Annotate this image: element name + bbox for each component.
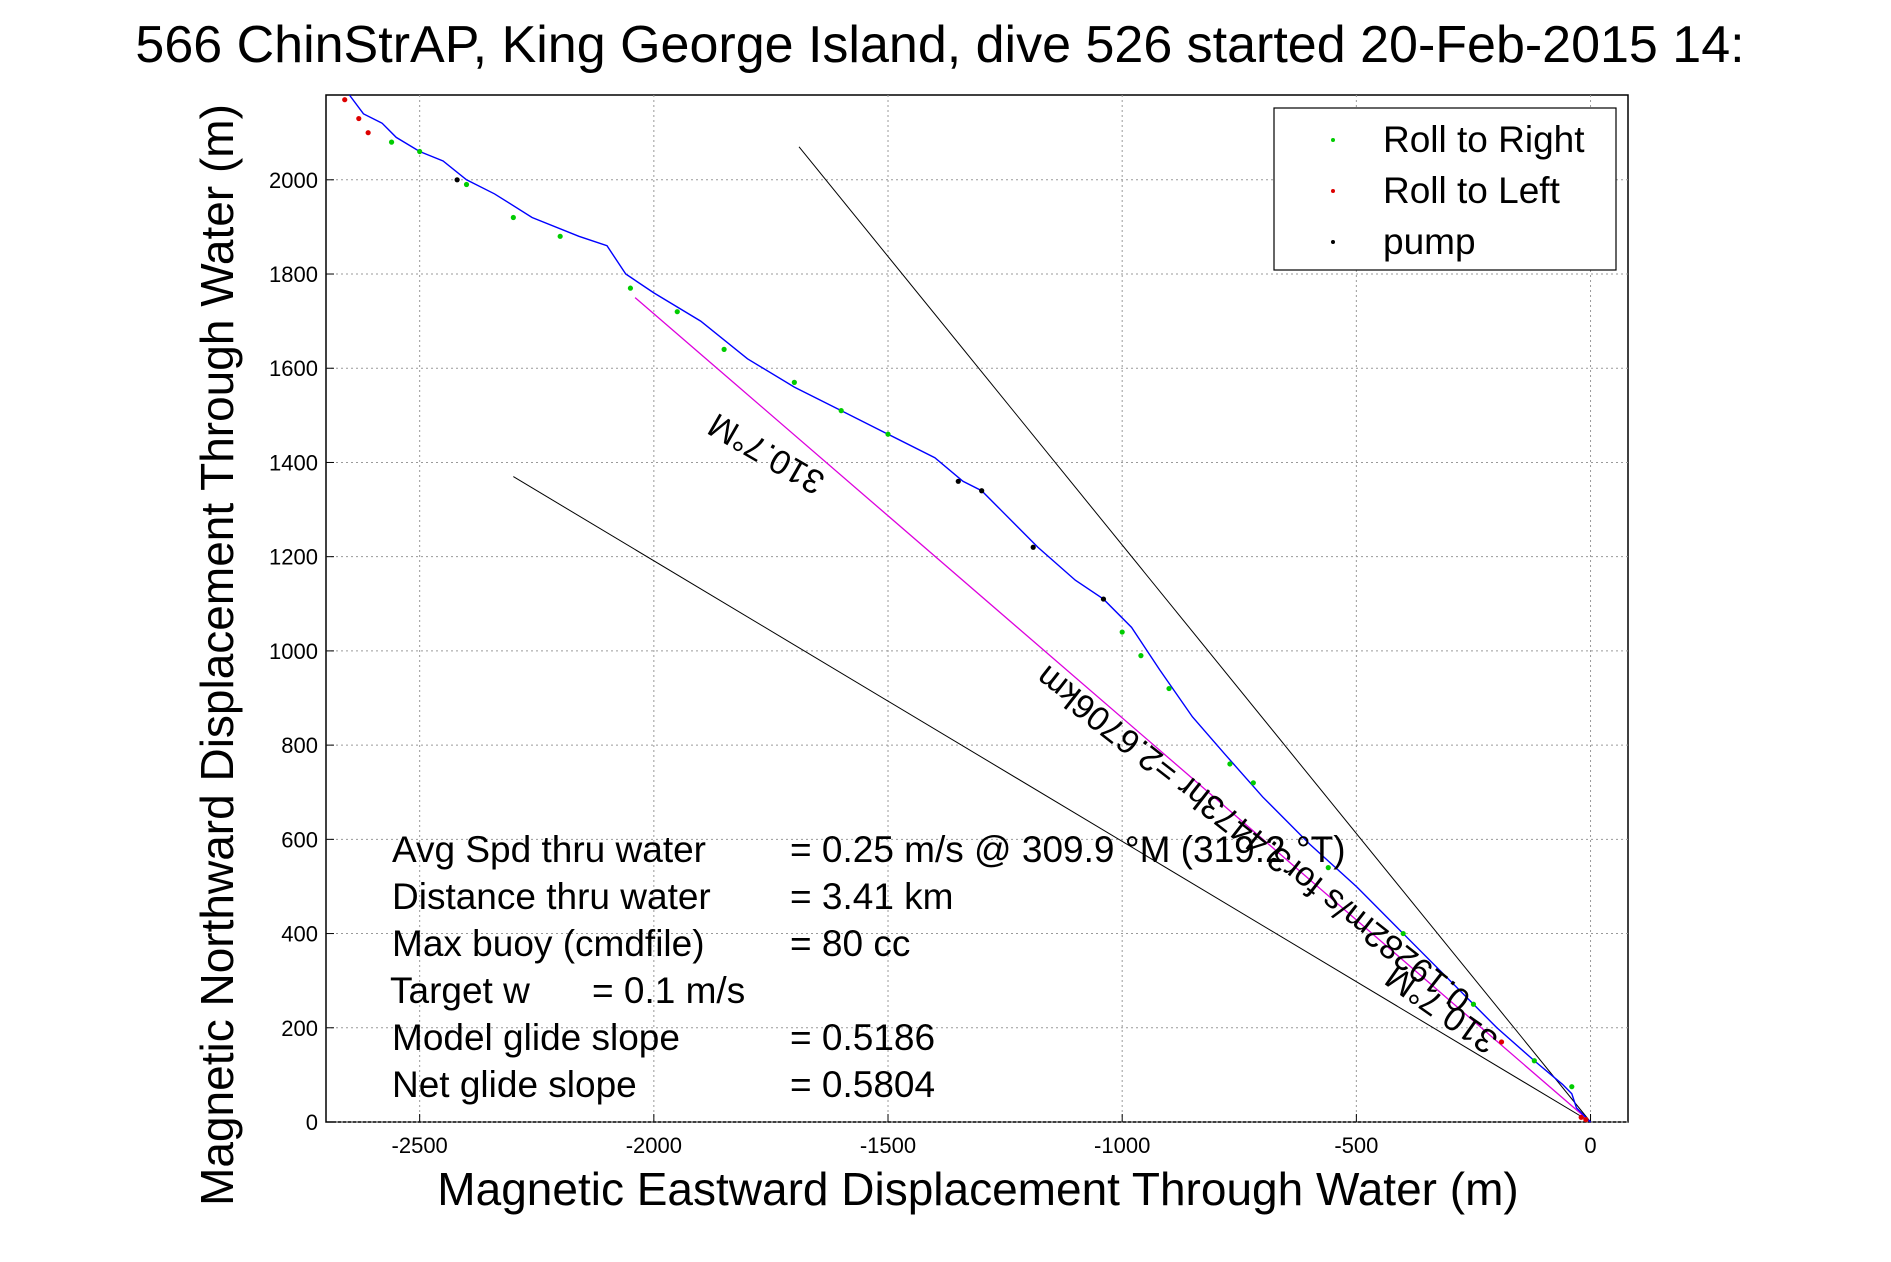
dive-track-line (348, 94, 1592, 1123)
x-tick-label: -1500 (860, 1133, 916, 1158)
y-tick-label: 1200 (269, 545, 318, 570)
roll-right-point (721, 346, 727, 352)
heading-lines (513, 146, 1591, 1123)
y-tick-label: 1400 (269, 450, 318, 475)
roll-left-point (342, 97, 348, 103)
stat-value-avg-speed: = 0.25 m/s @ 309.9 °M (319.2 °T) (790, 829, 1346, 870)
stat-value-distance: = 3.41 km (790, 876, 954, 917)
roll-right-point (1531, 1058, 1537, 1064)
roll-left-point (356, 115, 362, 122)
pump-point (955, 478, 961, 484)
x-tick-label: 0 (1584, 1133, 1596, 1158)
pump-point (454, 177, 460, 183)
y-tick-label: 400 (281, 922, 318, 947)
legend-pump-marker (1331, 240, 1335, 244)
roll-right-point (1166, 685, 1172, 692)
stat-value-max-buoy: = 80 cc (790, 923, 910, 964)
roll-right-point (1569, 1084, 1575, 1090)
x-tick-label: -2000 (626, 1133, 682, 1158)
y-axis-ticks: 0 200 400 600 800 1000 1200 1400 1600 1800 2000 (269, 168, 334, 1135)
stat-label-avg-speed: Avg Spd thru water (392, 829, 706, 870)
heading-line (798, 146, 1591, 1123)
roll-right-point (388, 139, 395, 145)
roll-right-point (463, 181, 470, 188)
stat-label-target-w: Target w (390, 970, 530, 1011)
stats-block: Avg Spd thru water = 0.25 m/s @ 309.9 °M… (390, 829, 1346, 1105)
y-tick-label: 800 (281, 733, 318, 758)
roll-right-point (791, 379, 797, 385)
roll-left-point (1498, 1039, 1505, 1045)
roll-right-point (674, 309, 680, 315)
legend-roll-left-label: Roll to Left (1383, 170, 1561, 211)
roll-right-point (510, 214, 516, 221)
roll-right-point (1227, 761, 1233, 767)
legend-roll-left-marker (1331, 189, 1335, 193)
y-tick-label: 0 (306, 1110, 318, 1135)
y-tick-label: 200 (281, 1016, 318, 1041)
heading-line (513, 476, 1591, 1123)
stat-label-model-glide: Model glide slope (392, 1017, 680, 1058)
stat-label-distance: Distance thru water (392, 876, 711, 917)
stat-label-max-buoy: Max buoy (cmdfile) (392, 923, 705, 964)
pump-markers (454, 177, 1107, 602)
grid-lines (326, 95, 1628, 1123)
roll-right-point (1400, 930, 1406, 937)
legend: Roll to Right Roll to Left pump (1273, 107, 1617, 271)
roll-left-point (1583, 1117, 1589, 1123)
y-tick-label: 1000 (269, 639, 318, 664)
figure-title: 566 ChinStrAP, King George Island, dive … (135, 16, 1744, 74)
roll-right-point (627, 285, 634, 291)
roll-right-point (1325, 865, 1331, 871)
y-tick-label: 1800 (269, 262, 318, 287)
roll-right-point (885, 431, 891, 437)
y-tick-label: 2000 (269, 168, 318, 193)
roll-right-markers (388, 139, 1575, 1090)
pump-point (1030, 544, 1036, 550)
roll-left-markers (342, 97, 1589, 1123)
pump-point (979, 488, 985, 494)
stat-value-model-glide: = 0.5186 (790, 1017, 935, 1058)
y-tick-label: 600 (281, 827, 318, 852)
x-axis-ticks: -2500 -2000 -1500 -1000 -500 0 (392, 1114, 1597, 1158)
legend-roll-right-marker (1331, 138, 1335, 142)
legend-roll-right-label: Roll to Right (1383, 119, 1585, 160)
roll-left-point (1578, 1114, 1584, 1120)
stat-value-target-w: = 0.1 m/s (592, 970, 745, 1011)
legend-pump-label: pump (1383, 221, 1476, 262)
roll-right-point (1119, 629, 1125, 635)
roll-left-point (365, 130, 371, 136)
y-axis-label: Magnetic Northward Displacement Through … (191, 104, 243, 1206)
stat-value-net-glide: = 0.5804 (790, 1064, 935, 1105)
roll-right-point (1470, 1001, 1477, 1007)
roll-right-point (1138, 653, 1144, 659)
roll-right-point (417, 148, 423, 155)
pump-point (1100, 596, 1107, 602)
roll-right-point (557, 233, 563, 239)
y-tick-label: 1600 (269, 356, 318, 381)
x-axis-label: Magnetic Eastward Displacement Through W… (437, 1163, 1518, 1215)
x-tick-label: -500 (1334, 1133, 1378, 1158)
x-tick-label: -2500 (392, 1133, 448, 1158)
stat-label-net-glide: Net glide slope (392, 1064, 637, 1105)
x-tick-label: -1000 (1094, 1133, 1150, 1158)
current-line (634, 297, 1591, 1123)
roll-right-point (838, 408, 844, 414)
roll-right-point (1250, 780, 1256, 786)
legend-box (1273, 107, 1617, 271)
